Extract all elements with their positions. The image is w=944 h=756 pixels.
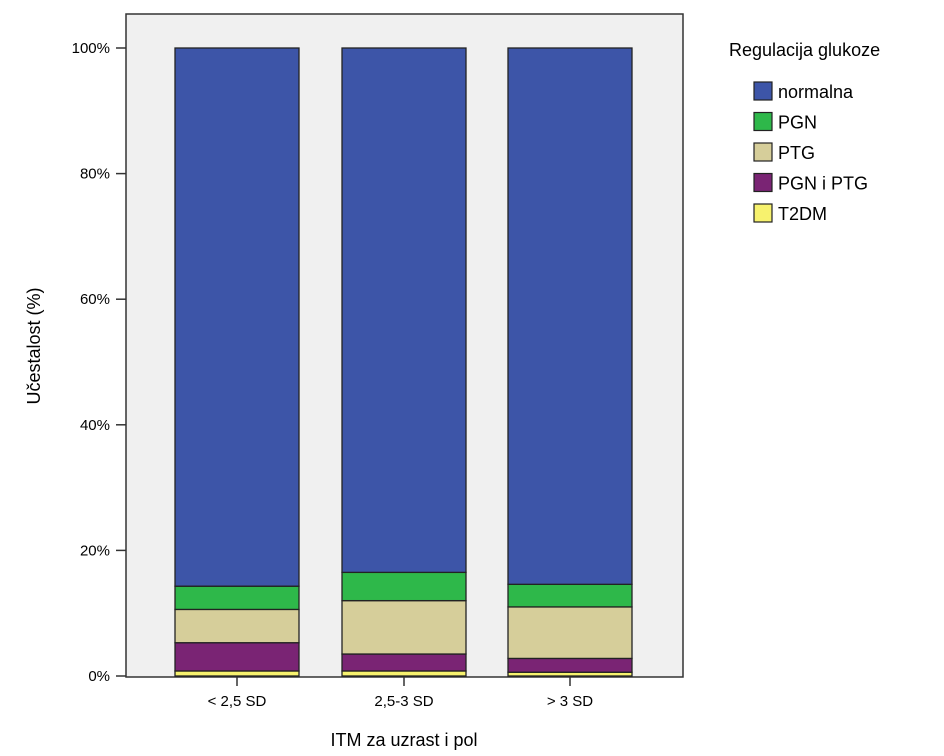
y-axis-title: Učestalost (%) bbox=[24, 287, 44, 404]
legend-label: PGN i PTG bbox=[778, 174, 868, 194]
bar-segment bbox=[341, 599, 467, 655]
legend-swatch bbox=[753, 111, 773, 132]
y-tick-label: 100% bbox=[72, 40, 110, 57]
legend-swatch bbox=[753, 142, 773, 162]
legend-swatch bbox=[753, 172, 773, 193]
bar-segment bbox=[174, 47, 300, 587]
legend-swatch bbox=[753, 81, 773, 101]
y-tick-label: 0% bbox=[88, 668, 110, 685]
x-tick-label: 2,5-3 SD bbox=[374, 693, 433, 710]
bar-segment bbox=[507, 47, 633, 585]
bar-segment bbox=[174, 608, 300, 644]
legend: Regulacija glukoze normalna PGN PTG PGN i P… bbox=[729, 40, 880, 224]
bar-segment bbox=[174, 642, 300, 672]
bar-segment bbox=[341, 670, 467, 677]
y-tick-label: 20% bbox=[80, 542, 110, 559]
x-tick-label: > 3 SD bbox=[547, 693, 593, 710]
x-axis: < 2,5 SD 2,5-3 SD > 3 SD bbox=[208, 677, 593, 710]
bars-group bbox=[174, 47, 633, 677]
bar-segment bbox=[507, 583, 633, 608]
y-axis: 0% 20% 40% 60% 80% 100% bbox=[72, 40, 126, 685]
legend-items: normalna PGN PTG PGN i PTG T2DM bbox=[753, 81, 868, 224]
x-axis-title: ITM za uzrast i pol bbox=[330, 730, 477, 750]
legend-label: PTG bbox=[778, 143, 815, 163]
legend-label: T2DM bbox=[778, 204, 827, 224]
bar-segment bbox=[174, 585, 300, 611]
bar-segment bbox=[174, 670, 300, 677]
y-tick-label: 60% bbox=[80, 291, 110, 308]
bar-segment bbox=[341, 47, 467, 574]
x-tick-label: < 2,5 SD bbox=[208, 693, 267, 710]
legend-label: normalna bbox=[778, 82, 854, 102]
bar-segment bbox=[341, 653, 467, 672]
bar-segment bbox=[507, 606, 633, 660]
legend-label: PGN bbox=[778, 113, 817, 133]
bar-segment bbox=[341, 571, 467, 602]
legend-swatch bbox=[753, 203, 773, 223]
y-tick-label: 80% bbox=[80, 166, 110, 183]
legend-title: Regulacija glukoze bbox=[729, 40, 880, 60]
y-tick-label: 40% bbox=[80, 417, 110, 434]
bar-segment bbox=[507, 657, 633, 673]
